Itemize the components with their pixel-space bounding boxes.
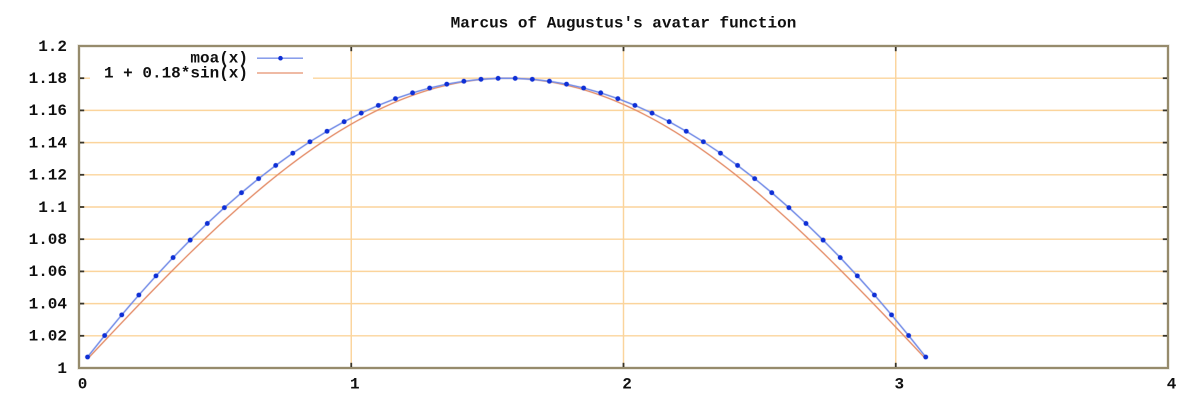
svg-text:Marcus of Augustus's avatar fu: Marcus of Augustus's avatar function bbox=[451, 15, 797, 33]
svg-text:moa(x): moa(x) bbox=[190, 50, 248, 68]
svg-text:1.2: 1.2 bbox=[38, 38, 67, 56]
svg-text:1.04: 1.04 bbox=[29, 295, 68, 313]
svg-text:3: 3 bbox=[894, 375, 904, 393]
svg-text:1.18: 1.18 bbox=[29, 70, 67, 88]
svg-text:0: 0 bbox=[78, 375, 88, 393]
svg-text:1.12: 1.12 bbox=[29, 167, 67, 185]
svg-text:1: 1 bbox=[57, 360, 67, 378]
svg-text:1: 1 bbox=[350, 375, 360, 393]
svg-text:4: 4 bbox=[1167, 375, 1177, 393]
svg-text:1.02: 1.02 bbox=[29, 328, 67, 346]
svg-text:1.14: 1.14 bbox=[29, 134, 68, 152]
svg-text:1.08: 1.08 bbox=[29, 231, 67, 249]
svg-text:1 + 0.18*sin(x): 1 + 0.18*sin(x) bbox=[104, 65, 248, 83]
svg-text:1.1: 1.1 bbox=[38, 199, 67, 217]
svg-text:1.06: 1.06 bbox=[29, 263, 67, 281]
svg-text:2: 2 bbox=[622, 375, 632, 393]
svg-text:1.16: 1.16 bbox=[29, 102, 67, 120]
